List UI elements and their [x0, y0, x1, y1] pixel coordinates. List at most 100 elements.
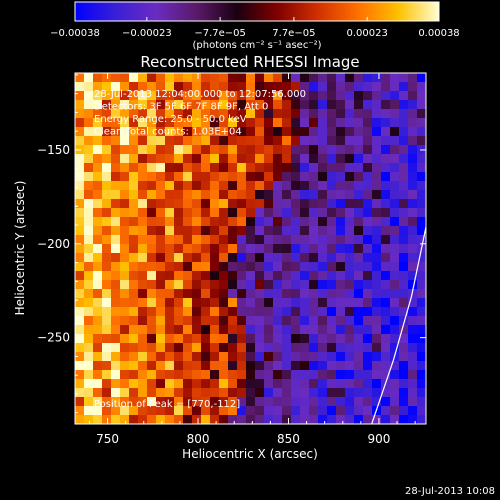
heatmap-cell [372, 415, 382, 424]
heatmap-cell [210, 244, 220, 254]
heatmap-cell [93, 91, 103, 101]
heatmap-cell [183, 226, 193, 236]
heatmap-cell [228, 298, 238, 308]
heatmap-cell [255, 280, 265, 290]
heatmap-cell [246, 334, 256, 344]
heatmap-cell [399, 109, 409, 119]
heatmap-cell [210, 370, 220, 380]
heatmap-cell [417, 208, 426, 218]
heatmap-cell [291, 334, 301, 344]
heatmap-cell [264, 325, 274, 335]
heatmap-cell [273, 379, 283, 389]
heatmap-cell [282, 415, 292, 424]
heatmap-cell [372, 127, 382, 137]
heatmap-cell [354, 289, 364, 299]
heatmap-cell [264, 217, 274, 227]
heatmap-cell [309, 118, 319, 128]
heatmap-cell [174, 91, 184, 101]
heatmap-cell [336, 136, 346, 146]
heatmap-cell [318, 244, 328, 254]
heatmap-cell [237, 271, 247, 281]
heatmap-cell [372, 262, 382, 272]
heatmap-cell [111, 73, 121, 83]
heatmap-cell [318, 361, 328, 371]
heatmap-cell [309, 280, 319, 290]
heatmap-cell [192, 91, 202, 101]
heatmap-cell [354, 343, 364, 353]
heatmap-cell [75, 181, 85, 191]
heatmap-cell [273, 370, 283, 380]
heatmap-cell [156, 352, 166, 362]
heatmap-cell [192, 343, 202, 353]
heatmap-cell [219, 379, 229, 389]
heatmap-cell [120, 73, 130, 83]
heatmap-cell [93, 352, 103, 362]
heatmap-cell [273, 415, 283, 424]
heatmap-cell [273, 271, 283, 281]
heatmap-cell [246, 343, 256, 353]
heatmap-cell [129, 307, 139, 317]
heatmap-cell [273, 145, 283, 155]
heatmap-cell [129, 334, 139, 344]
heatmap-cell [246, 91, 256, 101]
heatmap-cell [408, 271, 418, 281]
heatmap-cell [75, 190, 85, 200]
heatmap-cell [300, 82, 310, 92]
heatmap-cell [408, 226, 418, 236]
heatmap-cell [345, 361, 355, 371]
heatmap-cell [381, 217, 391, 227]
heatmap-cell [138, 397, 148, 407]
heatmap-cell [246, 217, 256, 227]
heatmap-cell [84, 397, 94, 407]
heatmap-cell [192, 217, 202, 227]
heatmap-cell [336, 163, 346, 173]
heatmap-cell [192, 361, 202, 371]
heatmap-cell [165, 334, 175, 344]
heatmap-cell [246, 325, 256, 335]
heatmap-cell [138, 172, 148, 182]
heatmap-cell [165, 109, 175, 119]
heatmap-cell [219, 154, 229, 164]
heatmap-cell [291, 361, 301, 371]
heatmap-cell [318, 298, 328, 308]
heatmap-cell [399, 208, 409, 218]
heatmap-cell [174, 289, 184, 299]
heatmap-cell [300, 262, 310, 272]
heatmap-cell [417, 172, 426, 182]
heatmap-cell [282, 154, 292, 164]
heatmap-cell [381, 91, 391, 101]
heatmap-cell [210, 415, 220, 424]
heatmap-cell [84, 208, 94, 218]
heatmap-cell [147, 208, 157, 218]
heatmap-cell [255, 145, 265, 155]
heatmap-cell [255, 208, 265, 218]
heatmap-cell [192, 253, 202, 263]
heatmap-cell [399, 100, 409, 110]
heatmap-cell [291, 244, 301, 254]
heatmap-cell [327, 352, 337, 362]
heatmap-cell [282, 100, 292, 110]
heatmap-cell [336, 415, 346, 424]
heatmap-cell [300, 235, 310, 245]
heatmap-cell [417, 415, 426, 424]
heatmap-cell [192, 379, 202, 389]
heatmap-cell [147, 217, 157, 227]
heatmap-cell [210, 280, 220, 290]
heatmap-cell [300, 226, 310, 236]
heatmap-cell [372, 136, 382, 146]
heatmap-cell [228, 118, 238, 128]
heatmap-cell [183, 406, 193, 416]
heatmap-cell [129, 361, 139, 371]
heatmap-cell [372, 343, 382, 353]
heatmap-cell [111, 136, 121, 146]
heatmap-cell [210, 298, 220, 308]
heatmap-cell [264, 253, 274, 263]
heatmap-cell [408, 190, 418, 200]
heatmap-cell [183, 397, 193, 407]
heatmap-cell [192, 244, 202, 254]
heatmap-cell [156, 370, 166, 380]
heatmap-cell [354, 82, 364, 92]
heatmap-cell [417, 334, 426, 344]
heatmap-cell [345, 91, 355, 101]
colorbar-tick-label: −7.7e−05 [194, 28, 246, 39]
